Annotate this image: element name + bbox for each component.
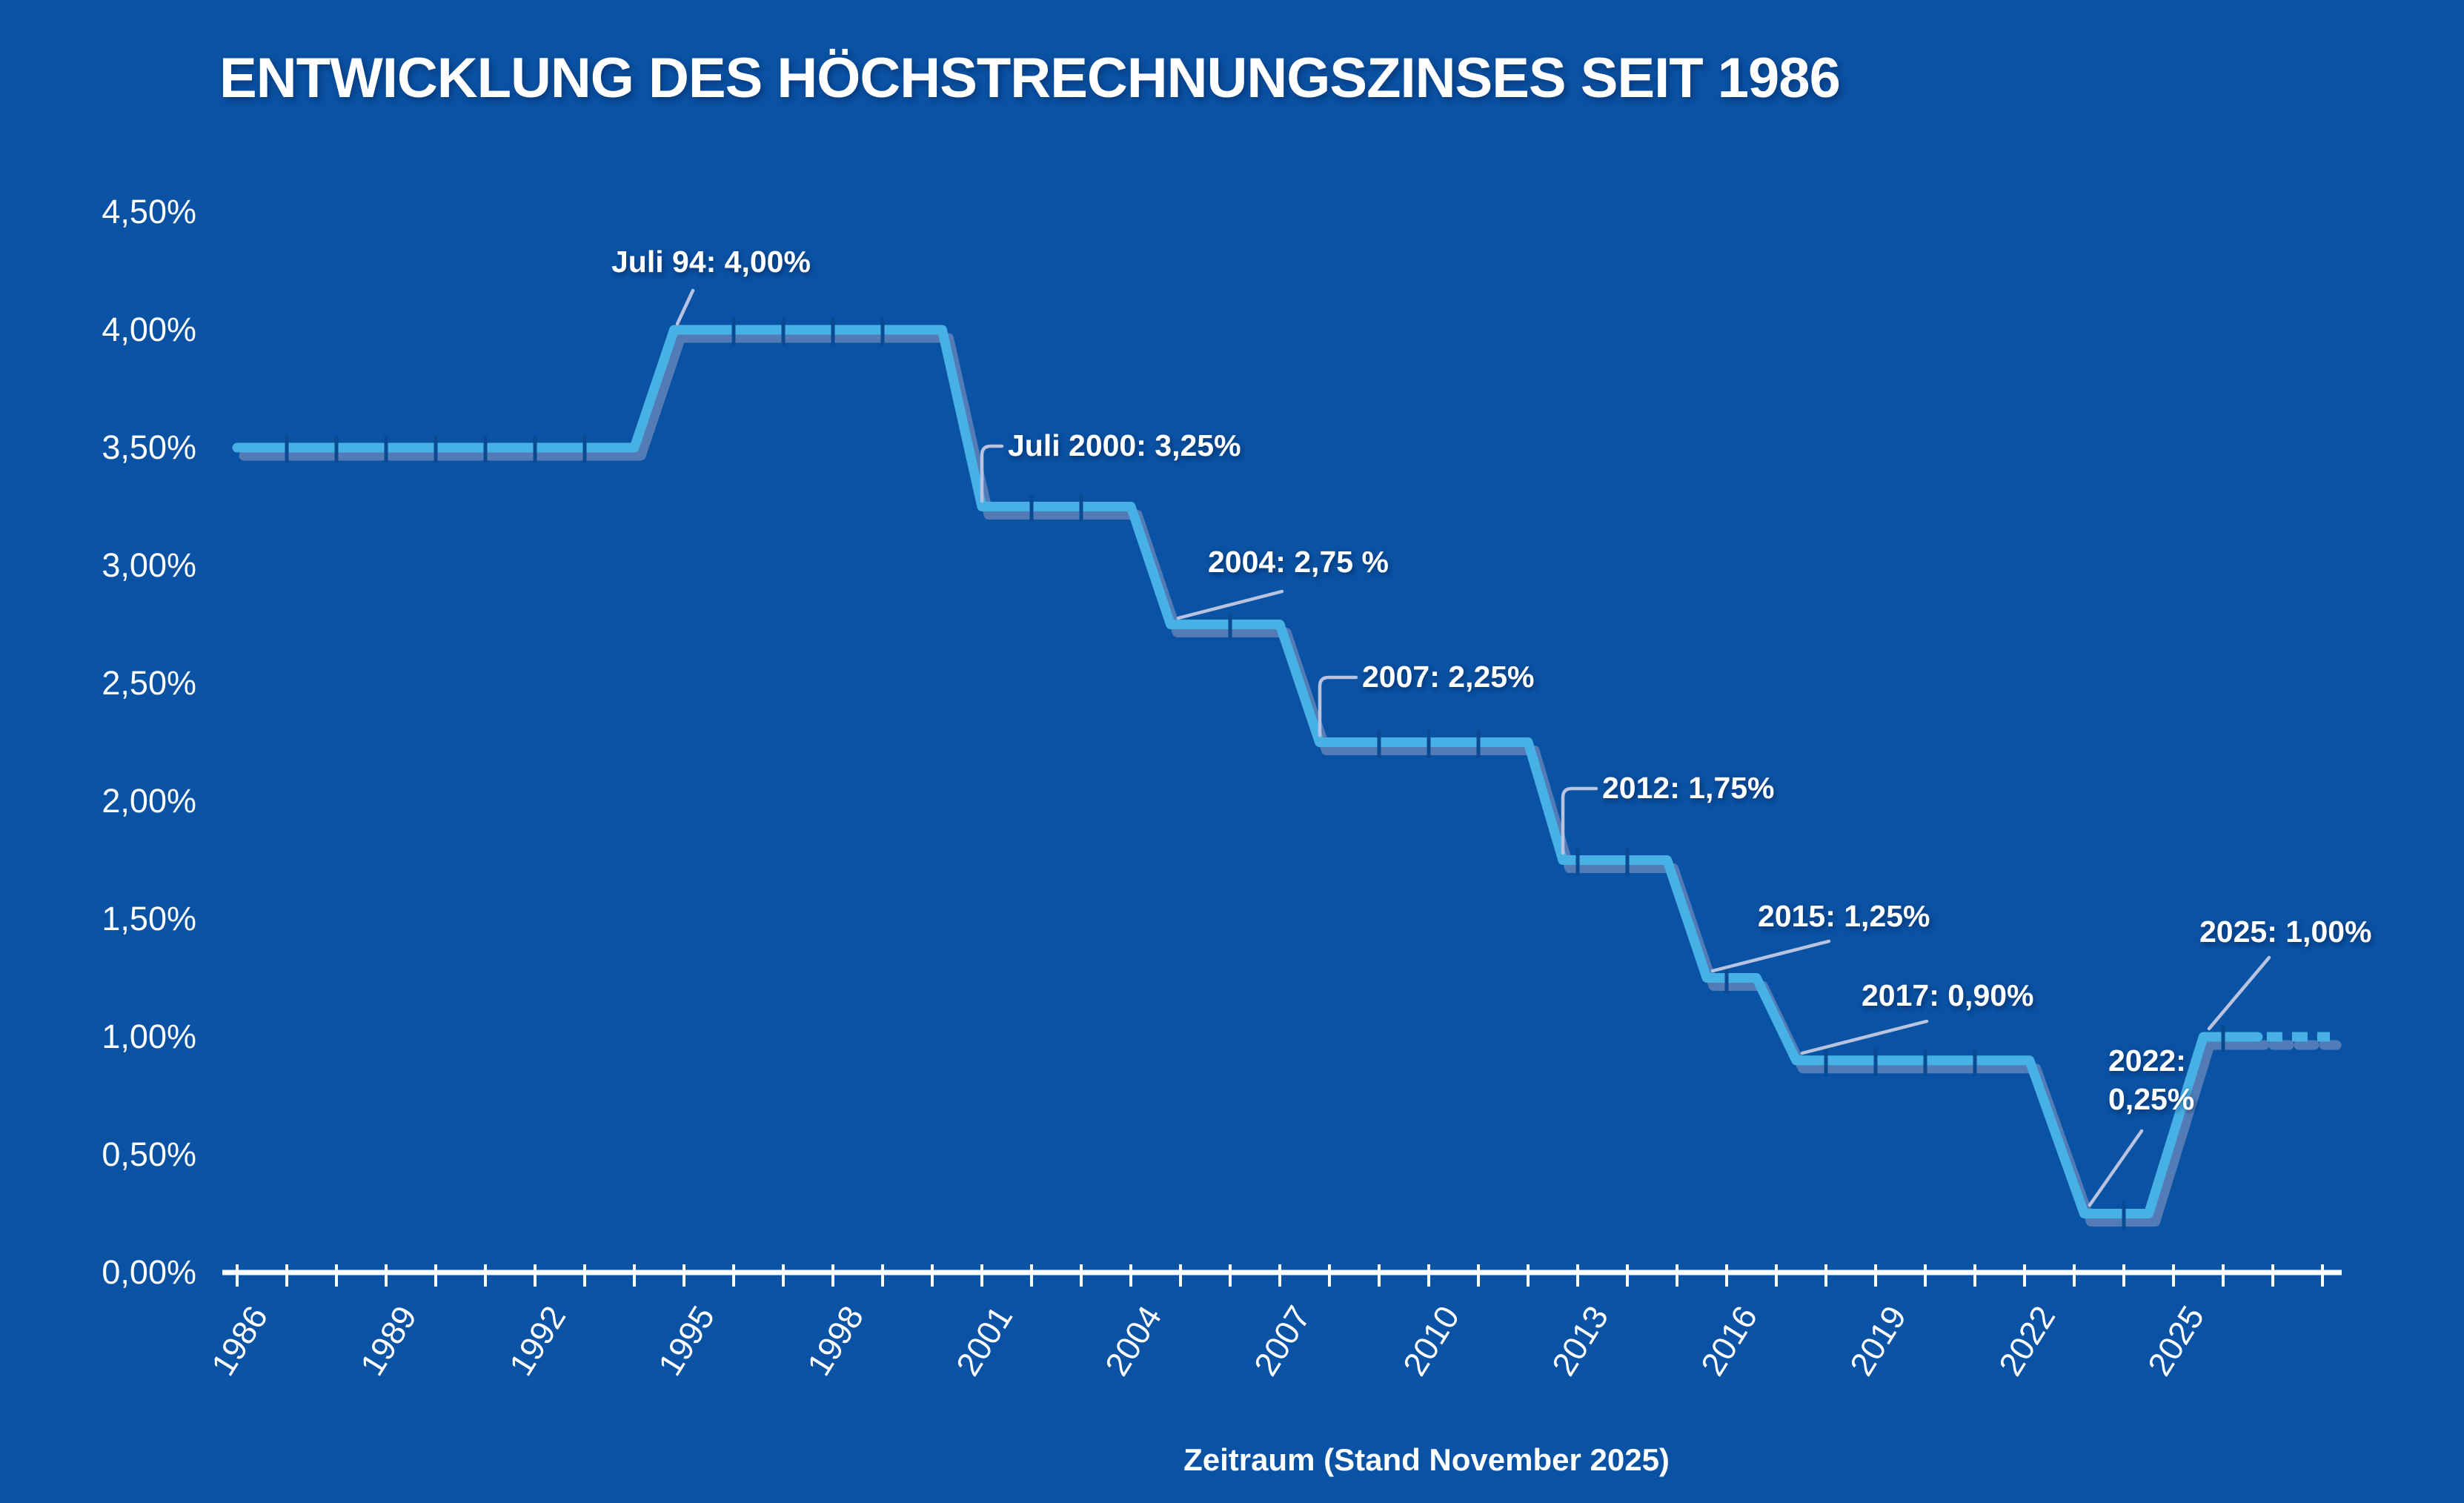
y-tick-label: 1,50% bbox=[102, 900, 196, 938]
annotation-2022: 2022: 0,25% bbox=[2108, 1044, 2195, 1117]
y-tick-label: 3,00% bbox=[102, 546, 196, 584]
annotation-juli-2000: Juli 2000: 3,25% bbox=[1008, 428, 1241, 462]
annotation-juli-94: Juli 94: 4,00% bbox=[611, 245, 811, 279]
y-tick-label: 2,50% bbox=[102, 664, 196, 702]
annotation-2004: 2004: 2,75 % bbox=[1208, 545, 1389, 579]
y-tick-label: 0,50% bbox=[102, 1135, 196, 1173]
annotation-2017: 2017: 0,90% bbox=[1862, 978, 2034, 1012]
y-tick-label: 0,00% bbox=[102, 1253, 196, 1291]
annotation-2015: 2015: 1,25% bbox=[1758, 899, 1930, 933]
annotation-2025: 2025: 1,00% bbox=[2199, 915, 2372, 949]
y-tick-label: 4,50% bbox=[102, 193, 196, 230]
annotation-2007: 2007: 2,25% bbox=[1362, 660, 1535, 694]
annotation-2012: 2012: 1,75% bbox=[1602, 771, 1775, 805]
y-tick-label: 1,00% bbox=[102, 1018, 196, 1055]
y-tick-label: 3,50% bbox=[102, 428, 196, 466]
y-tick-label: 2,00% bbox=[102, 782, 196, 820]
x-axis-title: Zeitraum (Stand November 2025) bbox=[1183, 1442, 1670, 1477]
y-tick-label: 4,00% bbox=[102, 311, 196, 348]
chart-title: ENTWICKLUNG DES HÖCHSTRECHNUNGSZINSES SE… bbox=[219, 47, 1841, 110]
